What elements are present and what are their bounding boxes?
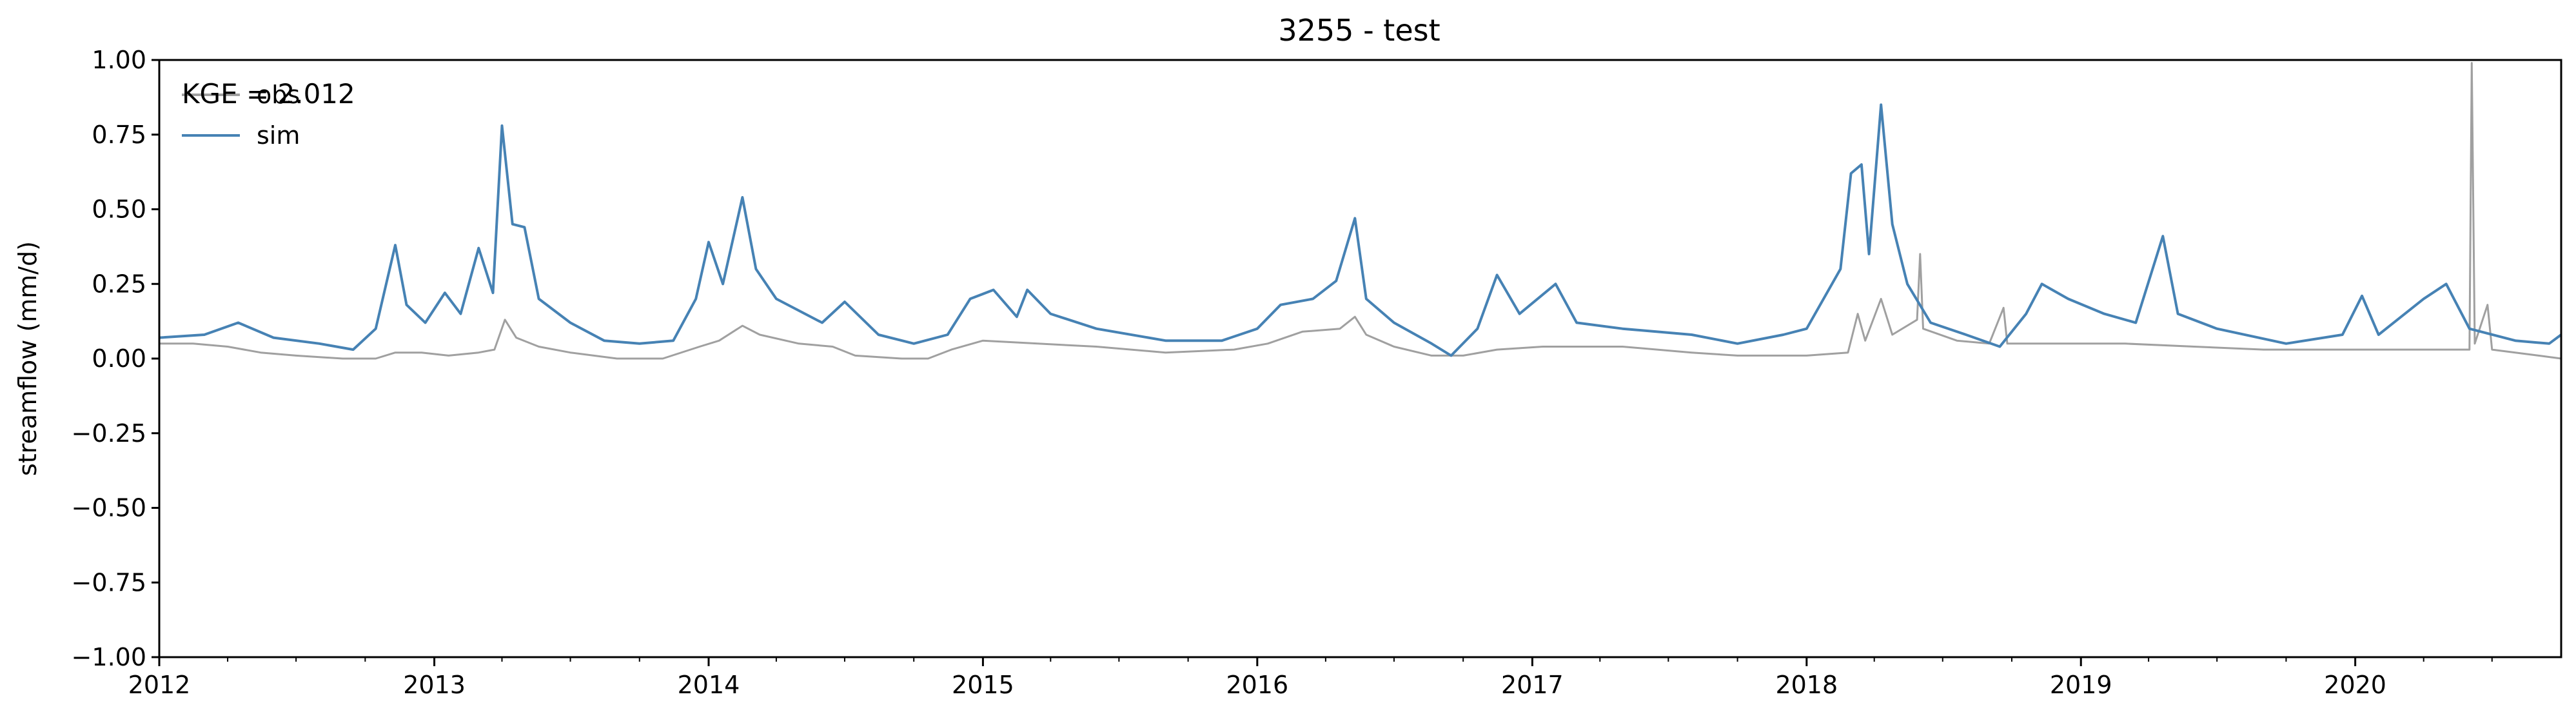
- y-tick-label: 0.75: [92, 121, 146, 149]
- series-layer: [159, 62, 2561, 360]
- x-tick-label: 2020: [2324, 671, 2386, 699]
- x-axis-ticks: 2012 2013 2014 2015 2016 2017 2018 2019 2020: [128, 657, 2493, 699]
- legend-obs-label: obs: [257, 81, 300, 109]
- y-axis-label: streamflow (mm/d): [14, 241, 42, 476]
- x-tick-label: 2014: [678, 671, 740, 699]
- y-axis-ticks: 1.00 0.75 0.50 0.25 0.00 −0.25 −0.50 −0.75 −1.00: [72, 46, 159, 671]
- chart-title: 3255 - test: [1278, 13, 1440, 48]
- x-tick-label: 2015: [952, 671, 1014, 699]
- y-tick-label: 1.00: [92, 46, 146, 74]
- series-line-sim: [159, 103, 2561, 357]
- x-tick-label: 2018: [1775, 671, 1838, 699]
- x-tick-label: 2012: [128, 671, 191, 699]
- y-tick-label: −0.75: [72, 568, 146, 597]
- y-tick-label: −0.25: [72, 419, 146, 448]
- y-tick-label: 0.50: [92, 195, 146, 224]
- x-tick-label: 2017: [1501, 671, 1564, 699]
- y-tick-label: −0.50: [72, 494, 146, 522]
- legend: obs sim: [182, 81, 300, 150]
- series-line-obs: [159, 62, 2561, 360]
- x-tick-label: 2013: [403, 671, 466, 699]
- x-tick-label: 2016: [1226, 671, 1288, 699]
- kge-annotation: KGE = 2.012: [182, 78, 355, 110]
- y-tick-label: 0.00: [92, 344, 146, 373]
- y-tick-label: −1.00: [72, 643, 146, 671]
- legend-sim-label: sim: [257, 121, 300, 150]
- x-tick-label: 2019: [2050, 671, 2112, 699]
- y-tick-label: 0.25: [92, 270, 146, 298]
